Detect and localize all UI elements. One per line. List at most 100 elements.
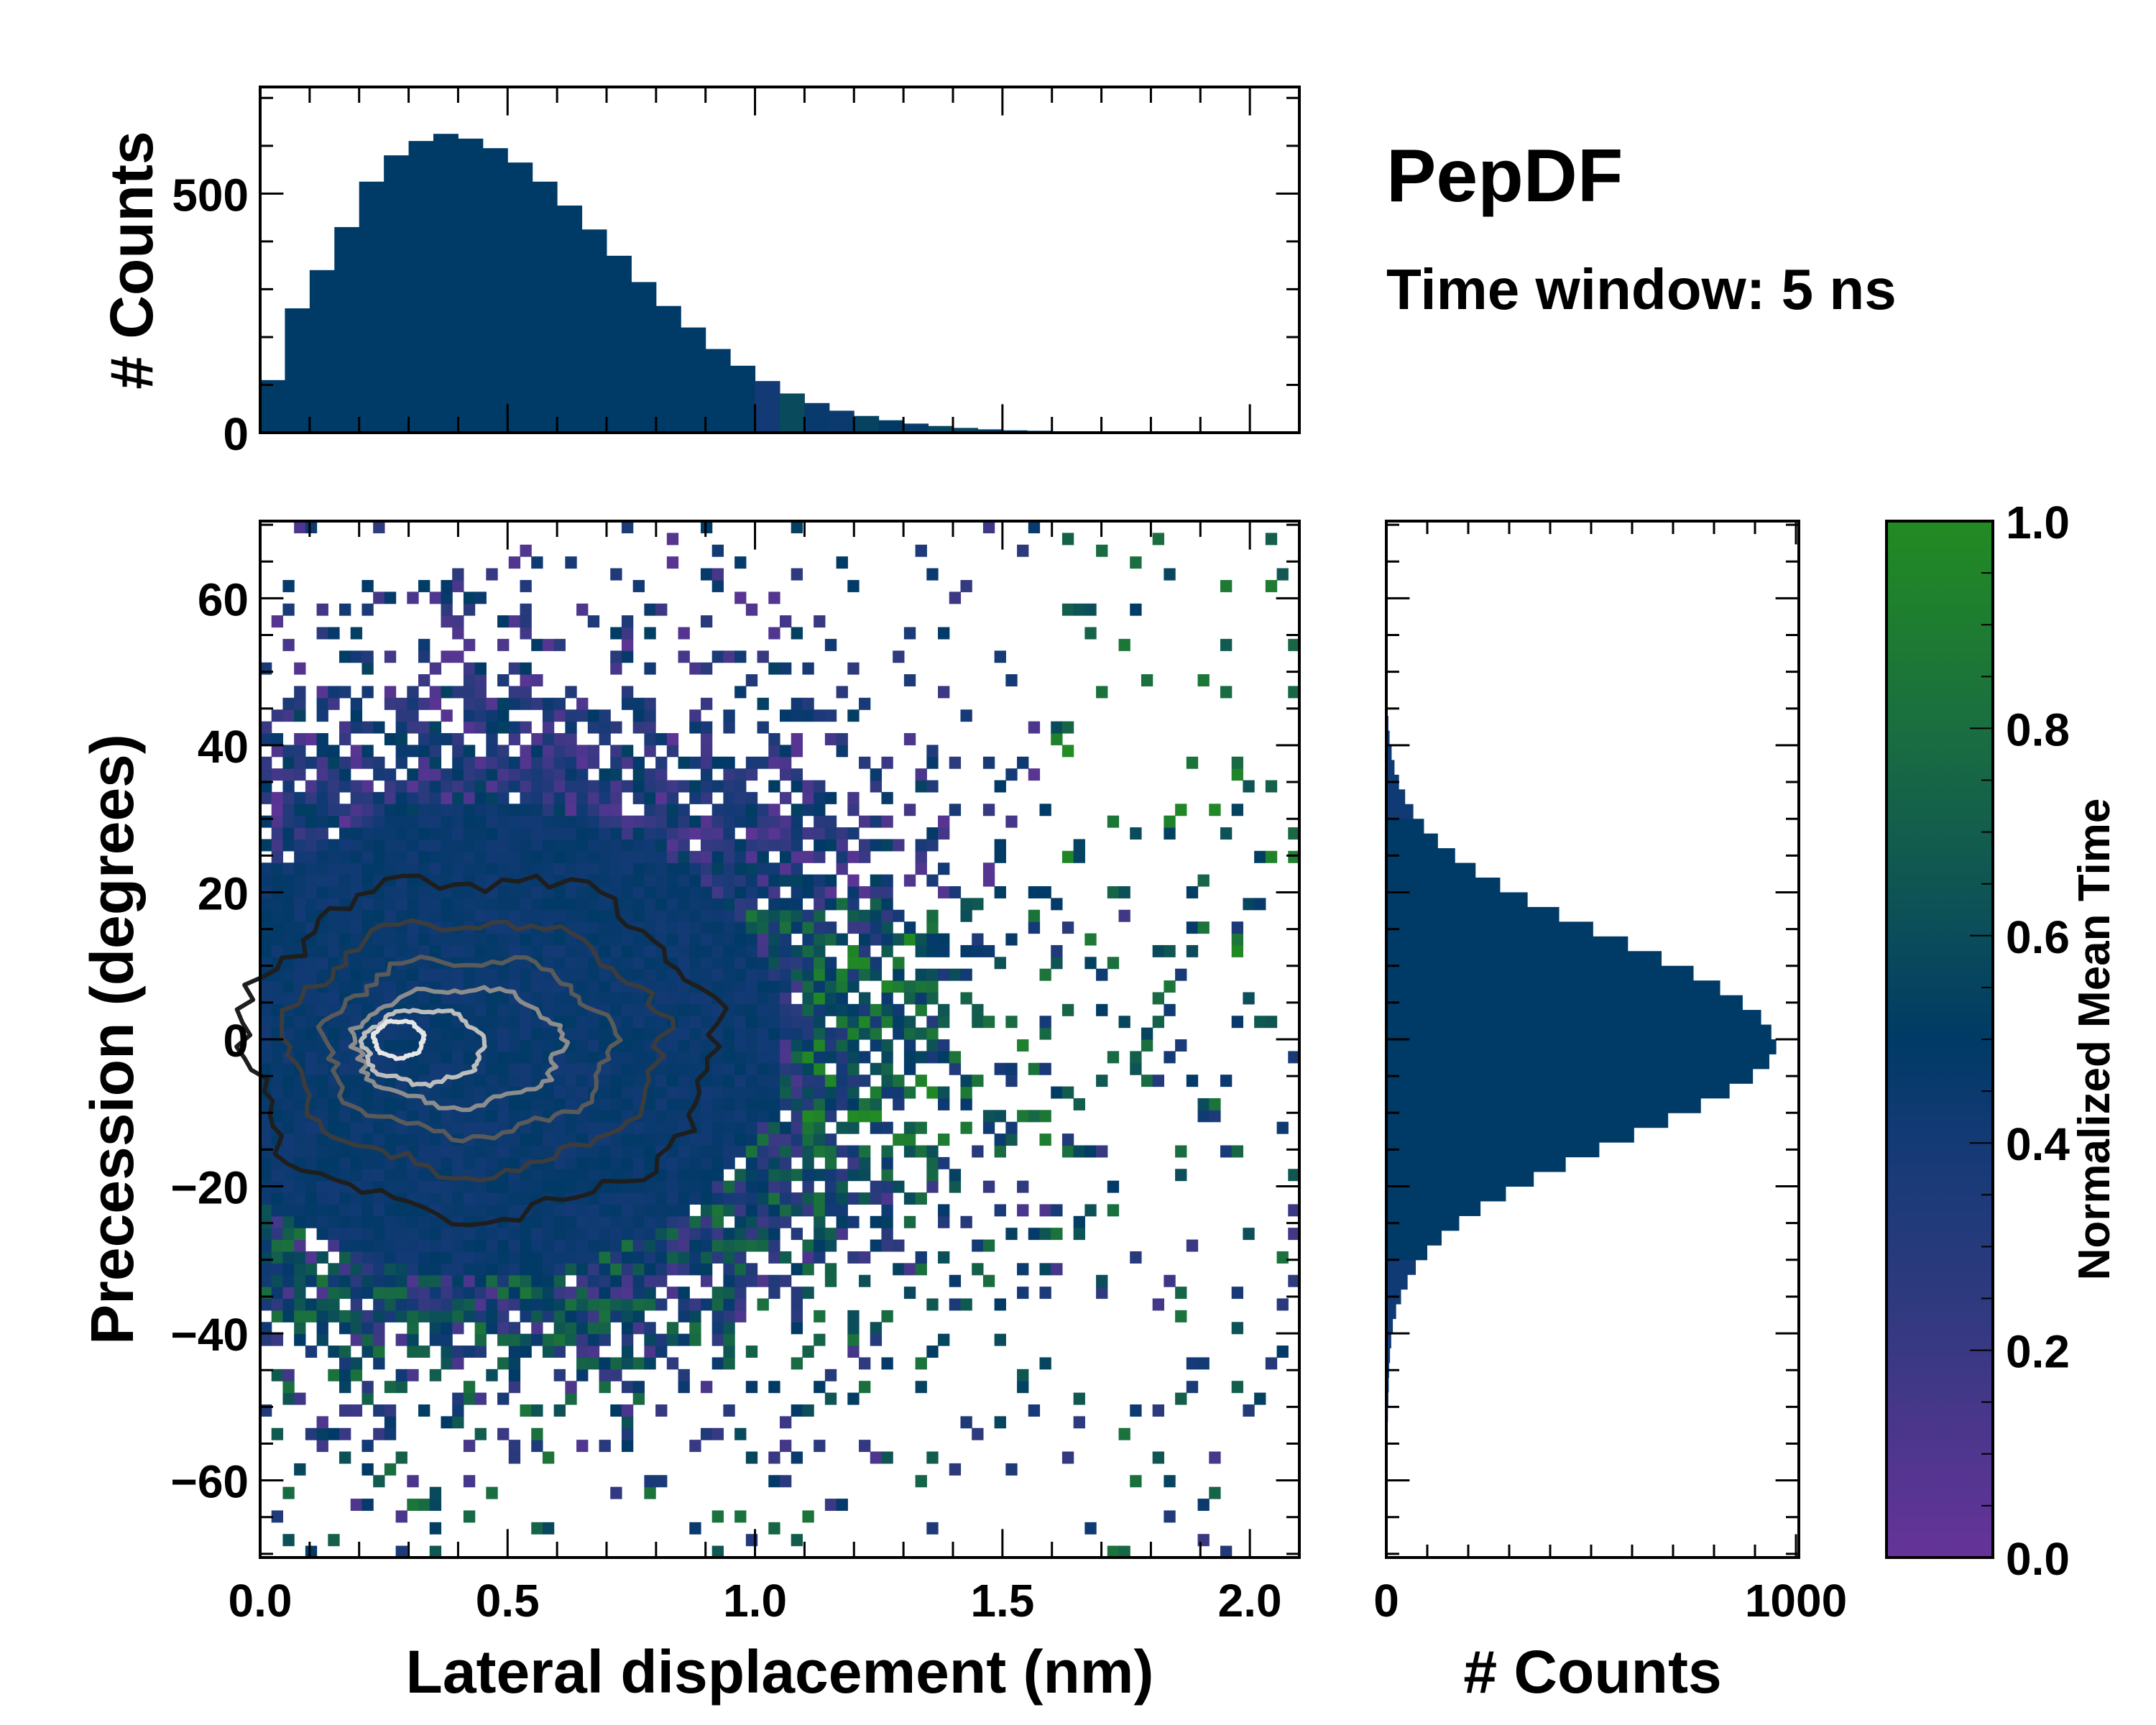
heatmap-cell <box>587 1110 600 1123</box>
heatmap-cell <box>282 1239 295 1252</box>
heatmap-cell <box>847 1322 860 1335</box>
heatmap-cell <box>407 745 419 758</box>
heatmap-cell <box>384 980 397 993</box>
heatmap-cell <box>520 1274 532 1287</box>
heatmap-cell <box>576 815 589 828</box>
heatmap-cell <box>463 968 476 981</box>
heatmap-cell <box>1276 1346 1289 1358</box>
histogram-bar <box>1386 1274 1408 1290</box>
histogram-bar <box>854 415 880 433</box>
heatmap-cell <box>508 1133 521 1146</box>
heatmap-cell <box>520 579 532 592</box>
heatmap-cell <box>632 1357 645 1370</box>
heatmap-cell <box>531 791 543 804</box>
heatmap-cell <box>328 1274 340 1287</box>
heatmap-cell <box>678 1016 690 1029</box>
heatmap-cell <box>316 1075 328 1087</box>
heatmap-cell <box>723 1357 735 1370</box>
heatmap-cell <box>689 1169 701 1182</box>
heatmap-cell <box>610 921 622 934</box>
heatmap-cell <box>463 1039 476 1052</box>
heatmap-cell <box>870 921 883 934</box>
heatmap-cell <box>814 874 826 887</box>
heatmap-cell <box>260 944 272 957</box>
heatmap-cell <box>666 1204 679 1217</box>
heatmap-cell <box>441 850 453 863</box>
heatmap-cell <box>384 1098 397 1110</box>
heatmap-cell <box>1073 1416 1085 1429</box>
heatmap-cell <box>1051 732 1063 745</box>
heatmap-cell <box>1073 850 1085 863</box>
heatmap-cell <box>1243 898 1255 911</box>
heatmap-cell <box>723 909 735 922</box>
heatmap-cell <box>497 768 510 781</box>
heatmap-cell <box>463 1204 476 1217</box>
heatmap-cell <box>689 1027 701 1040</box>
heatmap-cell <box>791 1110 803 1123</box>
heatmap-cell <box>339 650 351 663</box>
heatmap-cell <box>644 1016 656 1029</box>
heatmap-cell <box>610 886 622 898</box>
heatmap-cell <box>305 1051 318 1064</box>
heatmap-cell <box>486 933 498 946</box>
heatmap-cell <box>429 780 442 793</box>
heatmap-cell <box>711 1215 724 1228</box>
heatmap-cell <box>576 1062 589 1075</box>
heatmap-cell <box>994 1298 1006 1311</box>
heatmap-cell <box>441 862 453 875</box>
heatmap-cell <box>982 1016 995 1029</box>
heatmap-cell <box>418 791 430 804</box>
heatmap-cell <box>734 1098 747 1110</box>
heatmap-cell <box>757 1156 769 1169</box>
heatmap-cell <box>824 886 837 898</box>
heatmap-cell <box>361 968 374 981</box>
heatmap-cell <box>305 804 318 816</box>
heatmap-cell <box>260 732 272 745</box>
heatmap-cell <box>531 756 543 769</box>
heatmap-cell <box>768 898 780 911</box>
heatmap-cell <box>565 1298 577 1311</box>
heatmap-cell <box>745 1169 758 1182</box>
heatmap-cell <box>497 638 510 651</box>
heatmap-cell <box>576 1368 589 1381</box>
heatmap-cell <box>576 1051 589 1064</box>
heatmap-cell <box>791 1086 803 1099</box>
heatmap-cell <box>282 804 295 816</box>
heatmap-cell <box>666 1051 679 1064</box>
heatmap-cell <box>734 980 747 993</box>
heatmap-cell <box>497 1110 510 1123</box>
heatmap-cell <box>791 1263 803 1276</box>
heatmap-cell <box>520 1145 532 1158</box>
heatmap-cell <box>836 850 848 863</box>
heatmap-cell <box>294 957 306 970</box>
heatmap-cell <box>745 1239 758 1252</box>
heatmap-cell <box>700 886 713 898</box>
heatmap-cell <box>384 650 397 663</box>
heatmap-cell <box>768 1204 780 1217</box>
heatmap-cell <box>791 1121 803 1134</box>
heatmap-cell <box>474 1427 487 1440</box>
heatmap-cell <box>316 780 328 793</box>
heatmap-cell <box>814 968 826 981</box>
heatmap-cell <box>576 768 589 781</box>
heatmap-cell <box>587 791 600 804</box>
heatmap-cell <box>644 815 656 828</box>
heatmap-cell <box>508 1368 521 1381</box>
heatmap-cell <box>305 815 318 828</box>
heatmap-cell <box>508 662 521 675</box>
heatmap-cell <box>587 756 600 769</box>
heatmap-cell <box>282 933 295 946</box>
heatmap-cell <box>610 1357 622 1370</box>
heatmap-cell <box>723 850 735 863</box>
heatmap-cell <box>847 1051 860 1064</box>
heatmap-cell <box>452 627 464 640</box>
heatmap-cell <box>587 1016 600 1029</box>
heatmap-cell <box>260 839 272 852</box>
heatmap-cell <box>599 732 611 745</box>
heatmap-cell <box>1220 827 1233 840</box>
heatmap-cell <box>441 1145 453 1158</box>
heatmap-cell <box>678 1180 690 1193</box>
heatmap-cell <box>271 827 284 840</box>
heatmap-cell <box>1141 1075 1153 1087</box>
heatmap-cell <box>1107 1204 1120 1217</box>
